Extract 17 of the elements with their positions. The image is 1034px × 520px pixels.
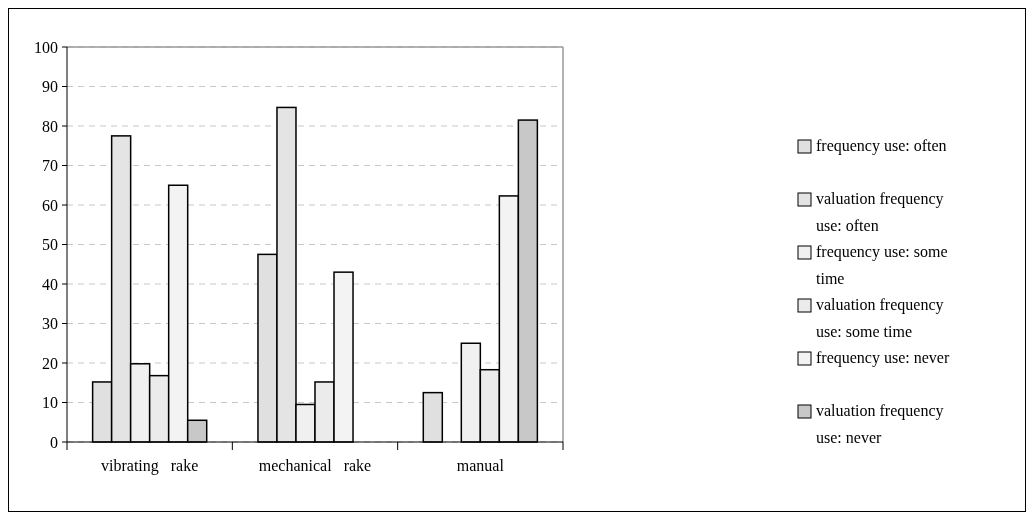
y-tick-label: 100 xyxy=(34,38,58,56)
y-tick-label: 80 xyxy=(42,117,58,135)
x-tick-label: vibrating rake xyxy=(101,457,199,475)
x-tick-label: mechanical rake xyxy=(258,457,372,474)
y-tick-label: 20 xyxy=(42,354,58,372)
legend-label: valuation frequency use: never xyxy=(816,402,944,446)
y-tick-label: 50 xyxy=(42,236,58,254)
x-tick-label: manual xyxy=(456,457,505,474)
legend-label: frequency use: often xyxy=(816,137,947,155)
y-tick-label: 60 xyxy=(42,196,58,214)
y-tick-label: 40 xyxy=(42,275,58,293)
y-tick-label: 10 xyxy=(42,394,58,412)
y-tick-label: 90 xyxy=(42,78,58,96)
y-tick-label: 30 xyxy=(42,315,58,333)
y-tick-label: 70 xyxy=(42,157,58,175)
legend-label: frequency use: never xyxy=(816,349,950,367)
y-tick-label: 0 xyxy=(50,433,58,451)
